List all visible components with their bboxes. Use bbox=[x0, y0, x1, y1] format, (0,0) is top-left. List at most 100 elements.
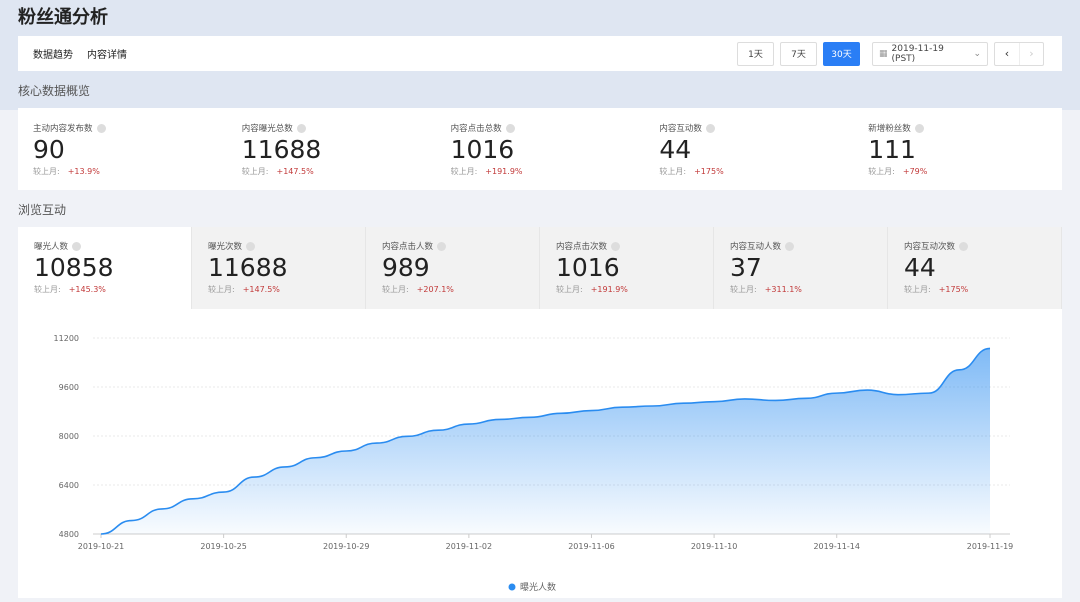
core-kpi-card: 内容曝光总数 11688 较上月: +147.5% bbox=[227, 108, 436, 190]
metric-tab[interactable]: 内容互动人数 37 较上月: +311.1% bbox=[714, 227, 888, 309]
core-kpi-card: 内容互动数 44 较上月: +175% bbox=[644, 108, 853, 190]
core-kpi-value: 111 bbox=[868, 136, 1062, 164]
metric-label: 内容点击人数 bbox=[382, 240, 433, 252]
metric-tab[interactable]: 内容点击人数 989 较上月:+207.1% bbox=[366, 227, 540, 309]
help-icon[interactable] bbox=[506, 124, 515, 133]
range-7d-button[interactable]: 7天 bbox=[780, 42, 817, 66]
series-area bbox=[101, 348, 990, 534]
date-picker[interactable]: ▦ 2019-11-19 (PST) ⌄ bbox=[872, 42, 988, 66]
help-icon[interactable] bbox=[72, 242, 81, 251]
core-kpi-change: +13.9% bbox=[68, 167, 100, 176]
range-30d-button[interactable]: 30天 bbox=[823, 42, 860, 66]
metric-tab[interactable]: 内容点击次数 1016 较上月: +191.9% bbox=[540, 227, 714, 309]
help-icon[interactable] bbox=[437, 242, 446, 251]
chevron-down-icon: ⌄ bbox=[973, 49, 981, 59]
core-kpi-label: 新增粉丝数 bbox=[868, 122, 911, 134]
date-value: 2019-11-19 (PST) bbox=[892, 44, 970, 64]
core-kpi-value: 44 bbox=[659, 136, 853, 164]
compare-label: 较上月: bbox=[659, 167, 686, 176]
next-date-button[interactable]: › bbox=[1019, 43, 1043, 65]
core-kpi-label: 内容点击总数 bbox=[451, 122, 502, 134]
toolbar: 数据趋势 内容详情 1天 7天 30天 ▦ 2019-11-19 (PST) ⌄… bbox=[18, 36, 1062, 71]
trend-chart: 4800 6400 8000 9600 11200 2019-10-21 2019-10-2… bbox=[18, 309, 1062, 598]
y-tick-label: 4800 bbox=[59, 530, 79, 539]
core-kpi-change: +175% bbox=[694, 167, 724, 176]
y-tick-label: 9600 bbox=[59, 383, 79, 392]
help-icon[interactable] bbox=[706, 124, 715, 133]
chart-svg: 4800 6400 8000 9600 11200 2019-10-21 2019-10-2… bbox=[18, 309, 1062, 598]
metric-change: +207.1% bbox=[417, 285, 454, 294]
x-tick-label: 2019-11-02 bbox=[446, 542, 493, 551]
metric-value: 44 bbox=[904, 254, 1061, 282]
metric-tab[interactable]: 内容互动次数 44 较上月: +175% bbox=[888, 227, 1062, 309]
help-icon[interactable] bbox=[297, 124, 306, 133]
help-icon[interactable] bbox=[611, 242, 620, 251]
help-icon[interactable] bbox=[785, 242, 794, 251]
compare-label: 较上月: bbox=[382, 285, 409, 294]
legend-marker bbox=[509, 584, 516, 591]
date-pager: ‹ › bbox=[994, 42, 1044, 66]
compare-label: 较上月: bbox=[242, 167, 269, 176]
core-kpi-card: 主动内容发布数 90 较上月: +13.9% bbox=[18, 108, 227, 190]
browse-section-title: 浏览互动 bbox=[18, 201, 66, 218]
metric-label: 内容互动人数 bbox=[730, 240, 781, 252]
browse-metric-tabs: 曝光人数 10858 较上月: +145.3% 曝光次数 11688 较上月: +14… bbox=[18, 227, 1062, 309]
x-tick-label: 2019-11-10 bbox=[691, 542, 738, 551]
prev-date-button[interactable]: ‹ bbox=[995, 43, 1019, 65]
metric-label: 曝光次数 bbox=[208, 240, 242, 252]
core-kpi-label: 主动内容发布数 bbox=[33, 122, 93, 134]
compare-label: 较上月: bbox=[556, 285, 583, 294]
core-kpi-label: 内容曝光总数 bbox=[242, 122, 293, 134]
core-kpi-card: 内容点击总数 1016 较上月: +191.9% bbox=[436, 108, 645, 190]
core-kpi-change: +79% bbox=[903, 167, 927, 176]
metric-change: +191.9% bbox=[591, 285, 628, 294]
x-tick-label: 2019-11-19 bbox=[967, 542, 1014, 551]
tab-data-trend[interactable]: 数据趋势 bbox=[33, 46, 73, 61]
y-tick-label: 8000 bbox=[59, 432, 79, 441]
y-tick-label: 11200 bbox=[54, 334, 79, 343]
compare-label: 较上月: bbox=[34, 285, 61, 294]
x-tick-label: 2019-11-14 bbox=[813, 542, 860, 551]
compare-label: 较上月: bbox=[730, 285, 757, 294]
core-section-title: 核心数据概览 bbox=[18, 82, 90, 99]
metric-tab[interactable]: 曝光次数 11688 较上月: +147.5% bbox=[192, 227, 366, 309]
metric-value: 10858 bbox=[34, 254, 191, 282]
calendar-icon: ▦ bbox=[879, 49, 888, 59]
compare-label: 较上月: bbox=[208, 285, 235, 294]
help-icon[interactable] bbox=[959, 242, 968, 251]
x-tick-label: 2019-11-06 bbox=[568, 542, 615, 551]
core-kpi-card: 新增粉丝数 111 较上月: +79% bbox=[853, 108, 1062, 190]
metric-label: 曝光人数 bbox=[34, 240, 68, 252]
help-icon[interactable] bbox=[97, 124, 106, 133]
compare-label: 较上月: bbox=[451, 167, 478, 176]
core-kpi-change: +147.5% bbox=[277, 167, 314, 176]
metric-change: +311.1% bbox=[765, 285, 802, 294]
metric-label: 内容互动次数 bbox=[904, 240, 955, 252]
help-icon[interactable] bbox=[915, 124, 924, 133]
range-1d-button[interactable]: 1天 bbox=[737, 42, 774, 66]
x-tick-label: 2019-10-21 bbox=[78, 542, 125, 551]
x-tick-label: 2019-10-29 bbox=[323, 542, 370, 551]
core-kpi-value: 1016 bbox=[451, 136, 645, 164]
core-kpi-value: 11688 bbox=[242, 136, 436, 164]
legend-label: 曝光人数 bbox=[520, 581, 556, 593]
core-kpi-label: 内容互动数 bbox=[659, 122, 702, 134]
metric-change: +175% bbox=[939, 285, 969, 294]
compare-label: 较上月: bbox=[33, 167, 60, 176]
metric-tab[interactable]: 曝光人数 10858 较上月: +145.3% bbox=[18, 227, 192, 309]
compare-label: 较上月: bbox=[868, 167, 895, 176]
x-tick-label: 2019-10-25 bbox=[200, 542, 247, 551]
tab-content-detail[interactable]: 内容详情 bbox=[87, 46, 127, 61]
help-icon[interactable] bbox=[246, 242, 255, 251]
compare-label: 较上月: bbox=[904, 285, 931, 294]
core-kpi-change: +191.9% bbox=[485, 167, 522, 176]
metric-change: +145.3% bbox=[69, 285, 106, 294]
core-kpi-value: 90 bbox=[33, 136, 227, 164]
metric-change: +147.5% bbox=[243, 285, 280, 294]
metric-value: 37 bbox=[730, 254, 887, 282]
metric-value: 11688 bbox=[208, 254, 365, 282]
y-tick-label: 6400 bbox=[59, 481, 79, 490]
metric-value: 1016 bbox=[556, 254, 713, 282]
page-title: 粉丝通分析 bbox=[18, 3, 108, 29]
metric-label: 内容点击次数 bbox=[556, 240, 607, 252]
